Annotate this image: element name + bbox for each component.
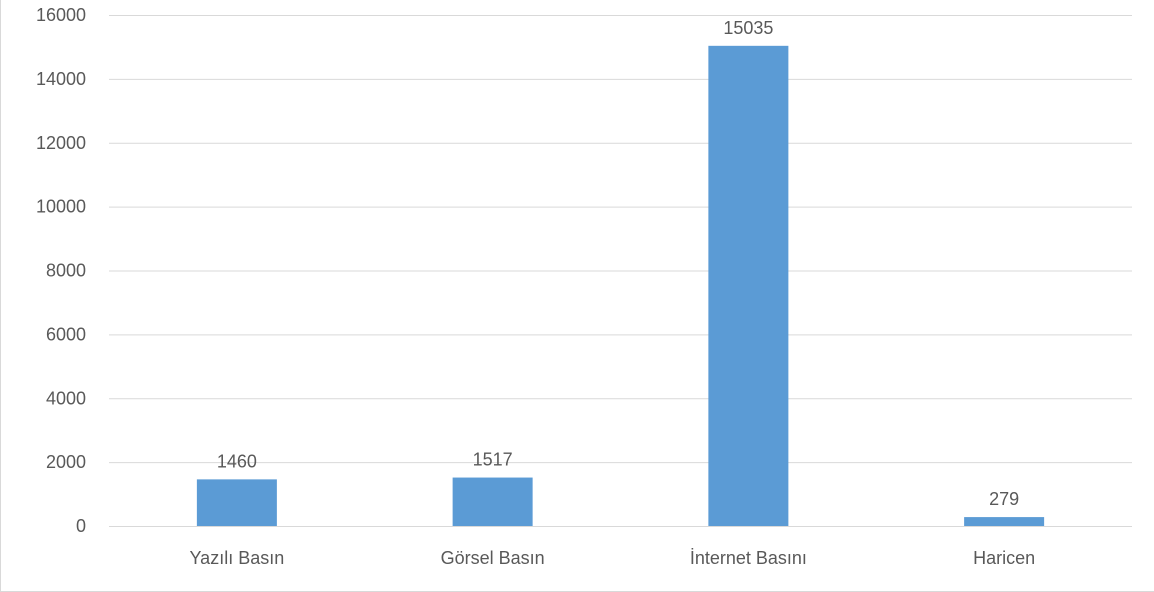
bars — [196, 45, 1045, 526]
data-labels: 1460 1517 15035 279 — [217, 18, 1019, 509]
data-label: 1460 — [217, 451, 257, 471]
bar — [964, 517, 1045, 526]
x-category-label: Görsel Basın — [441, 548, 545, 568]
gridlines — [109, 15, 1132, 527]
data-label: 279 — [989, 489, 1019, 509]
y-tick-label: 14000 — [36, 69, 86, 89]
y-tick-label: 10000 — [36, 197, 86, 217]
x-category-label: Yazılı Basın — [190, 548, 285, 568]
bar — [708, 45, 789, 526]
y-tick-label: 12000 — [36, 133, 86, 153]
bar — [452, 477, 533, 526]
y-tick-label: 8000 — [46, 261, 86, 281]
y-tick-label: 16000 — [36, 5, 86, 25]
y-tick-label: 6000 — [46, 324, 86, 344]
data-label: 15035 — [723, 18, 773, 38]
bar — [196, 479, 277, 526]
x-category-label: İnternet Basını — [690, 548, 807, 568]
x-axis-category-labels: Yazılı Basın Görsel Basın İnternet Basını H… — [190, 548, 1036, 568]
x-category-label: Haricen — [973, 548, 1035, 568]
y-tick-label: 4000 — [46, 388, 86, 408]
y-axis-tick-labels: 0 2000 4000 6000 8000 10000 12000 14000 16000 — [36, 5, 86, 536]
y-tick-label: 2000 — [46, 452, 86, 472]
data-label: 1517 — [473, 450, 513, 470]
y-tick-label: 0 — [76, 516, 86, 536]
